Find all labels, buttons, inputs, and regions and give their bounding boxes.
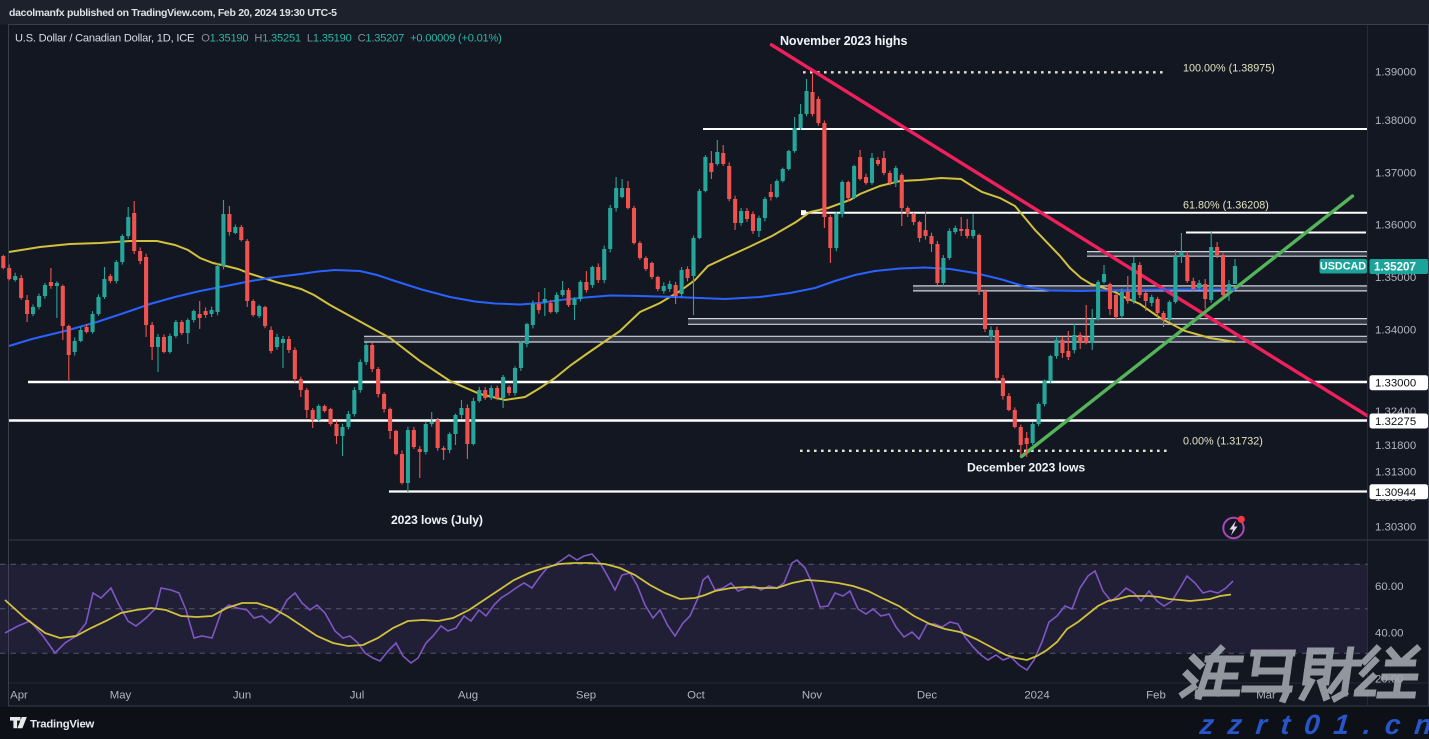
svg-text:100.00% (1.38975): 100.00% (1.38975) — [1183, 63, 1275, 75]
svg-text:1.35000: 1.35000 — [1375, 272, 1416, 284]
svg-text:1.35207: 1.35207 — [1374, 261, 1416, 274]
svg-text:zzrt01.cn: zzrt01.cn — [1197, 709, 1429, 739]
svg-text:1.31300: 1.31300 — [1375, 467, 1416, 479]
svg-text:2024: 2024 — [1024, 690, 1049, 702]
svg-text:1.30944: 1.30944 — [1375, 487, 1416, 499]
svg-text:Jul: Jul — [350, 690, 365, 702]
svg-text:1.38000: 1.38000 — [1375, 115, 1416, 127]
svg-text:1.33000: 1.33000 — [1375, 378, 1416, 390]
svg-text:1.32275: 1.32275 — [1375, 416, 1416, 428]
svg-text:61.80% (1.36208): 61.80% (1.36208) — [1183, 200, 1269, 212]
svg-text:Dec: Dec — [917, 690, 938, 702]
svg-text:1.34000: 1.34000 — [1375, 325, 1416, 337]
svg-text:May: May — [110, 690, 132, 702]
svg-text:1.37000: 1.37000 — [1375, 167, 1416, 179]
svg-text:1.36000: 1.36000 — [1375, 220, 1416, 232]
svg-text:U.S. Dollar / Canadian Dollar,: U.S. Dollar / Canadian Dollar, 1D, ICE O1… — [15, 33, 502, 45]
svg-text:1.31800: 1.31800 — [1375, 440, 1416, 452]
svg-text:Nov: Nov — [802, 690, 823, 702]
svg-text:Apr: Apr — [10, 690, 28, 702]
svg-text:USDCAD: USDCAD — [1320, 261, 1366, 273]
svg-text:Aug: Aug — [458, 690, 478, 702]
svg-text:Feb: Feb — [1146, 690, 1166, 702]
svg-text:Jun: Jun — [233, 690, 251, 702]
svg-text:TradingView: TradingView — [30, 719, 95, 731]
svg-text:1.30300: 1.30300 — [1375, 522, 1416, 534]
svg-text:40.00: 40.00 — [1375, 628, 1404, 640]
svg-text:2023 lows (July): 2023 lows (July) — [391, 513, 483, 527]
svg-text:dacolmanfx published on Tradin: dacolmanfx published on TradingView.com,… — [9, 7, 337, 19]
svg-text:1.39000: 1.39000 — [1375, 67, 1416, 79]
svg-text:Oct: Oct — [687, 690, 706, 702]
svg-text:Sep: Sep — [576, 690, 596, 702]
svg-text:60.00: 60.00 — [1375, 581, 1404, 593]
svg-text:December 2023 lows: December 2023 lows — [967, 461, 1085, 475]
svg-text:November 2023 highs: November 2023 highs — [780, 34, 907, 48]
svg-text:0.00% (1.31732): 0.00% (1.31732) — [1183, 436, 1263, 448]
